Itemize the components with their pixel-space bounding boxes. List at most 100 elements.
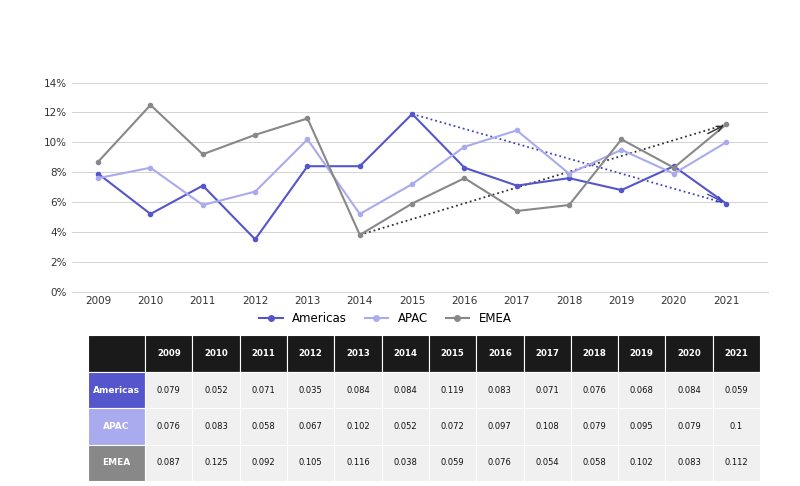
Text: 0.071: 0.071 [535,385,559,395]
Americas [722,201,731,207]
FancyBboxPatch shape [713,335,760,372]
FancyBboxPatch shape [382,445,429,481]
FancyBboxPatch shape [88,335,145,372]
Line: Americas: Americas [96,112,728,242]
Americas [617,187,626,193]
Text: 0.076: 0.076 [488,458,512,468]
FancyBboxPatch shape [429,408,476,445]
Text: EMEA: EMEA [102,458,130,468]
FancyBboxPatch shape [618,372,666,408]
APAC [460,144,470,150]
FancyBboxPatch shape [88,372,145,408]
EMEA [94,159,103,165]
FancyBboxPatch shape [382,372,429,408]
Text: 0.112: 0.112 [725,458,748,468]
Americas [564,175,574,181]
EMEA [198,151,208,157]
FancyBboxPatch shape [429,372,476,408]
Americas [460,165,470,171]
FancyBboxPatch shape [193,445,240,481]
Americas [250,236,260,242]
FancyBboxPatch shape [476,372,523,408]
Text: 2018: 2018 [582,349,606,358]
APAC [302,137,312,142]
Text: 0.083: 0.083 [677,458,701,468]
FancyBboxPatch shape [193,335,240,372]
EMEA [407,201,417,207]
Americas [302,163,312,169]
Text: 2013: 2013 [346,349,370,358]
Text: 0.072: 0.072 [441,422,465,431]
FancyBboxPatch shape [571,445,618,481]
Text: 0.076: 0.076 [582,385,606,395]
Text: 0.125: 0.125 [204,458,228,468]
FancyBboxPatch shape [666,445,713,481]
Text: 0.071: 0.071 [251,385,275,395]
Text: 0.116: 0.116 [346,458,370,468]
FancyBboxPatch shape [334,445,382,481]
Americas [669,163,678,169]
APAC [198,202,208,208]
FancyBboxPatch shape [713,408,760,445]
APAC [669,171,678,176]
FancyBboxPatch shape [618,335,666,372]
Text: 0.087: 0.087 [157,458,181,468]
Text: 2009: 2009 [157,349,181,358]
FancyBboxPatch shape [193,408,240,445]
FancyBboxPatch shape [145,445,193,481]
EMEA [512,208,522,214]
Text: 2016: 2016 [488,349,512,358]
Line: APAC: APAC [96,128,728,216]
Text: Percentage of Deal Leaks by Region: Percentage of Deal Leaks by Region [270,46,578,60]
FancyBboxPatch shape [666,372,713,408]
FancyBboxPatch shape [240,408,287,445]
FancyBboxPatch shape [145,372,193,408]
FancyBboxPatch shape [429,335,476,372]
APAC [146,165,155,171]
Text: 0.052: 0.052 [394,422,417,431]
EMEA [460,175,470,181]
Legend: Americas, APAC, EMEA: Americas, APAC, EMEA [254,307,516,330]
Text: 0.068: 0.068 [630,385,654,395]
FancyBboxPatch shape [382,408,429,445]
FancyBboxPatch shape [618,408,666,445]
FancyBboxPatch shape [523,408,571,445]
Text: 0.084: 0.084 [394,385,417,395]
Text: 0.083: 0.083 [204,422,228,431]
Text: 2012: 2012 [298,349,322,358]
FancyBboxPatch shape [523,445,571,481]
APAC [407,181,417,187]
EMEA [564,202,574,208]
EMEA [302,116,312,122]
Text: 0.079: 0.079 [157,385,181,395]
APAC [512,127,522,133]
FancyBboxPatch shape [476,408,523,445]
Text: 2010: 2010 [204,349,228,358]
Text: 0.084: 0.084 [346,385,370,395]
Text: 0.102: 0.102 [630,458,654,468]
Text: 0.092: 0.092 [251,458,275,468]
Text: 2017: 2017 [535,349,559,358]
FancyBboxPatch shape [523,335,571,372]
Text: 0.095: 0.095 [630,422,654,431]
APAC [250,189,260,194]
Text: 0.083: 0.083 [488,385,512,395]
EMEA [669,165,678,171]
FancyBboxPatch shape [571,372,618,408]
FancyBboxPatch shape [145,408,193,445]
Text: 0.079: 0.079 [677,422,701,431]
Text: 2021: 2021 [725,349,748,358]
Text: 0.059: 0.059 [441,458,464,468]
Text: 0.059: 0.059 [725,385,748,395]
Text: 0.108: 0.108 [535,422,559,431]
Text: 0.1: 0.1 [730,422,743,431]
Text: 0.038: 0.038 [394,458,417,468]
FancyBboxPatch shape [145,335,193,372]
Text: 2011: 2011 [251,349,275,358]
Text: 0.105: 0.105 [299,458,322,468]
EMEA [722,122,731,127]
FancyBboxPatch shape [429,445,476,481]
Text: APAC: APAC [103,422,130,431]
FancyBboxPatch shape [666,408,713,445]
Americas [94,171,103,176]
